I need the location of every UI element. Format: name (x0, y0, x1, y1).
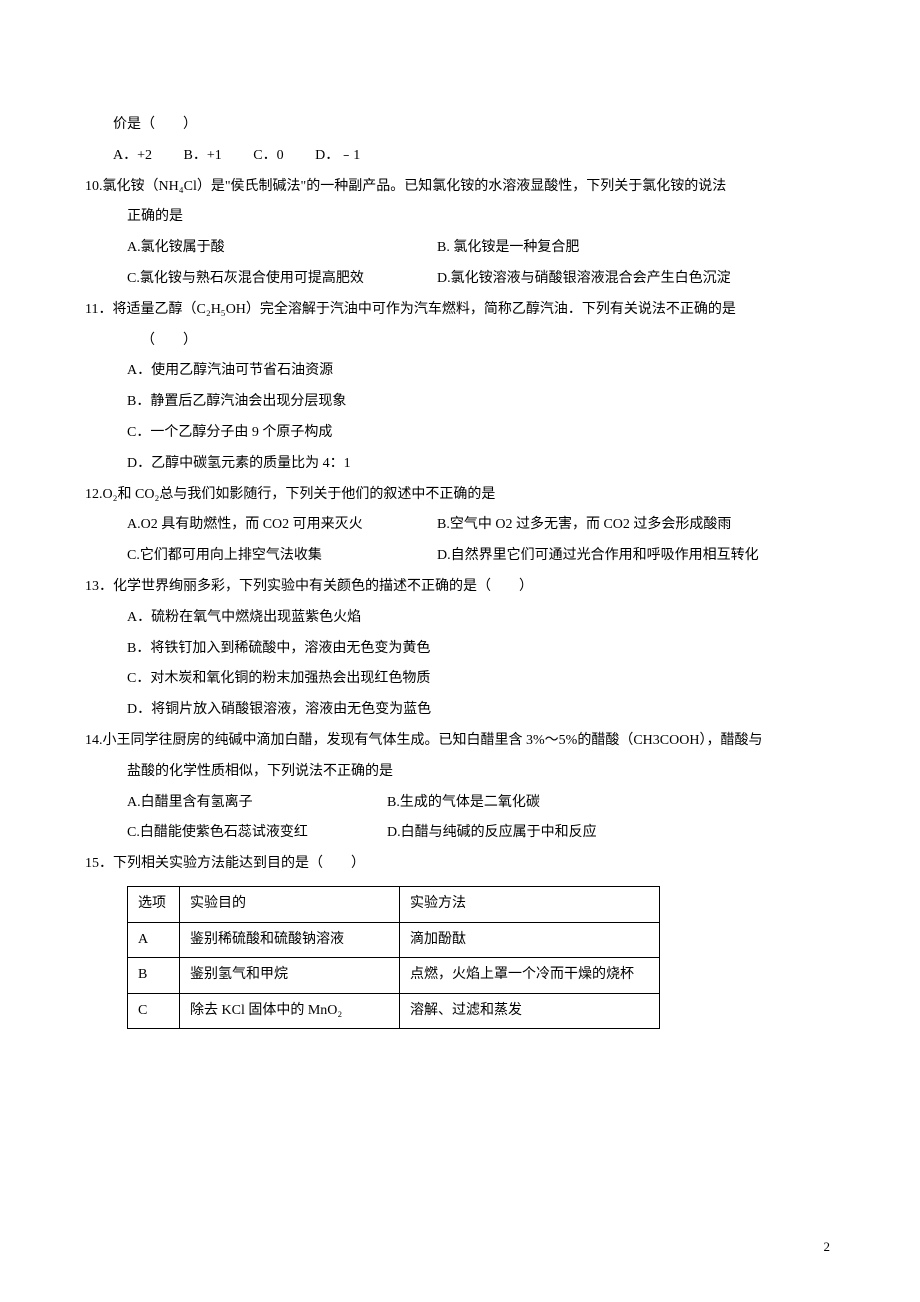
q14-row-cd: C.白醋能使紫色石蕊试液变红 D.白醋与纯碱的反应属于中和反应 (85, 818, 835, 849)
q13-opt-d: D．将铜片放入硝酸银溶液，溶液由无色变为蓝色 (85, 695, 835, 726)
q14-opt-b: B.生成的气体是二氧化碳 (387, 788, 540, 819)
table-row: 选项 实验目的 实验方法 (128, 886, 660, 922)
question-14: 14.小王同学往厨房的纯碱中滴加白醋，发现有气体生成。已知白醋里含 3%～5%的… (85, 726, 835, 849)
q14-row-ab: A.白醋里含有氢离子 B.生成的气体是二氧化碳 (85, 788, 835, 819)
q11-opt-b: B．静置后乙醇汽油会出现分层现象 (85, 387, 835, 418)
q12-opt-c: C.它们都可用向上排空气法收集 (127, 541, 437, 572)
q14-opt-d: D.白醋与纯碱的反应属于中和反应 (387, 818, 597, 849)
q10-stem-2: 正确的是 (85, 202, 835, 233)
q13-opt-a: A．硫粉在氧气中燃烧出现蓝紫色火焰 (85, 603, 835, 634)
table-row: B 鉴别氢气和甲烷 点燃，火焰上罩一个冷而干燥的烧杯 (128, 958, 660, 994)
question-13: 13．化学世界绚丽多彩，下列实验中有关颜色的描述不正确的是（ ） A．硫粉在氧气… (85, 572, 835, 726)
q12-row-cd: C.它们都可用向上排空气法收集 D.自然界里它们可通过光合作用和呼吸作用相互转化 (85, 541, 835, 572)
cell-c2: 溶解、过滤和蒸发 (400, 993, 660, 1029)
cell-b2: 点燃，火焰上罩一个冷而干燥的烧杯 (400, 958, 660, 994)
q13-stem: 13．化学世界绚丽多彩，下列实验中有关颜色的描述不正确的是（ ） (85, 572, 835, 603)
question-11: 11．将适量乙醇（C₂H₅OH）完全溶解于汽油中可作为汽车燃料，简称乙醇汽油．下… (85, 295, 835, 480)
cell-a0: A (128, 922, 180, 958)
q12-opt-a: A.O2 具有助燃性，而 CO2 可用来灭火 (127, 510, 437, 541)
q12-opt-d: D.自然界里它们可通过光合作用和呼吸作用相互转化 (437, 541, 759, 572)
q11-opt-a: A．使用乙醇汽油可节省石油资源 (85, 356, 835, 387)
q9-opt-b: B．+1 (184, 148, 222, 163)
q9-opt-a: A．+2 (113, 148, 152, 163)
q12-opt-b: B.空气中 O2 过多无害，而 CO2 过多会形成酸雨 (437, 510, 731, 541)
q14-stem-2: 盐酸的化学性质相似，下列说法不正确的是 (85, 757, 835, 788)
cell-a1: 鉴别稀硫酸和硫酸钠溶液 (180, 922, 400, 958)
cell-b0: B (128, 958, 180, 994)
q14-stem-1: 14.小王同学往厨房的纯碱中滴加白醋，发现有气体生成。已知白醋里含 3%～5%的… (85, 726, 835, 757)
q14-opt-c: C.白醋能使紫色石蕊试液变红 (127, 818, 387, 849)
q10-opt-d: D.氯化铵溶液与硝酸银溶液混合会产生白色沉淀 (437, 264, 731, 295)
th-purpose: 实验目的 (180, 886, 400, 922)
q12-stem: 12.O₂和 CO₂总与我们如影随行，下列关于他们的叙述中不正确的是 (85, 480, 835, 511)
q15-table: 选项 实验目的 实验方法 A 鉴别稀硫酸和硫酸钠溶液 滴加酚酞 B 鉴别氢气和甲… (127, 886, 660, 1029)
cell-c1: 除去 KCl 固体中的 MnO₂ (180, 993, 400, 1029)
cell-a2: 滴加酚酞 (400, 922, 660, 958)
q10-stem-1: 10.氯化铵（NH₄Cl）是"侯氏制碱法"的一种副产品。已知氯化铵的水溶液显酸性… (85, 172, 835, 203)
q15-stem: 15．下列相关实验方法能达到目的是（ ） (85, 849, 835, 880)
q9-stem-line: 价是（ ） (85, 110, 835, 141)
page-number: 2 (824, 1233, 831, 1262)
question-10: 10.氯化铵（NH₄Cl）是"侯氏制碱法"的一种副产品。已知氯化铵的水溶液显酸性… (85, 172, 835, 295)
q10-opt-c: C.氯化铵与熟石灰混合使用可提高肥效 (127, 264, 437, 295)
q11-stem-1: 11．将适量乙醇（C₂H₅OH）完全溶解于汽油中可作为汽车燃料，简称乙醇汽油．下… (85, 295, 835, 326)
q13-opt-c: C．对木炭和氧化铜的粉末加强热会出现红色物质 (85, 664, 835, 695)
table-row: C 除去 KCl 固体中的 MnO₂ 溶解、过滤和蒸发 (128, 993, 660, 1029)
cell-c0: C (128, 993, 180, 1029)
q11-stem-2: （ ） (85, 326, 835, 357)
q10-opt-a: A.氯化铵属于酸 (127, 233, 437, 264)
q9-options: A．+2 B．+1 C．0 D．﹣1 (85, 141, 835, 172)
q10-row-cd: C.氯化铵与熟石灰混合使用可提高肥效 D.氯化铵溶液与硝酸银溶液混合会产生白色沉… (85, 264, 835, 295)
question-15: 15．下列相关实验方法能达到目的是（ ） 选项 实验目的 实验方法 A 鉴别稀硫… (85, 849, 835, 1029)
q11-opt-d: D．乙醇中碳氢元素的质量比为 4：1 (85, 449, 835, 480)
q9-opt-c: C．0 (253, 148, 283, 163)
th-option: 选项 (128, 886, 180, 922)
th-method: 实验方法 (400, 886, 660, 922)
q10-row-ab: A.氯化铵属于酸 B. 氯化铵是一种复合肥 (85, 233, 835, 264)
q14-opt-a: A.白醋里含有氢离子 (127, 788, 387, 819)
question-9-fragment: 价是（ ） A．+2 B．+1 C．0 D．﹣1 (85, 110, 835, 172)
q11-opt-c: C．一个乙醇分子由 9 个原子构成 (85, 418, 835, 449)
cell-b1: 鉴别氢气和甲烷 (180, 958, 400, 994)
q13-opt-b: B．将铁钉加入到稀硫酸中，溶液由无色变为黄色 (85, 634, 835, 665)
q10-opt-b: B. 氯化铵是一种复合肥 (437, 233, 579, 264)
q9-opt-d: D．﹣1 (315, 148, 360, 163)
table-row: A 鉴别稀硫酸和硫酸钠溶液 滴加酚酞 (128, 922, 660, 958)
question-12: 12.O₂和 CO₂总与我们如影随行，下列关于他们的叙述中不正确的是 A.O2 … (85, 480, 835, 572)
q12-row-ab: A.O2 具有助燃性，而 CO2 可用来灭火 B.空气中 O2 过多无害，而 C… (85, 510, 835, 541)
